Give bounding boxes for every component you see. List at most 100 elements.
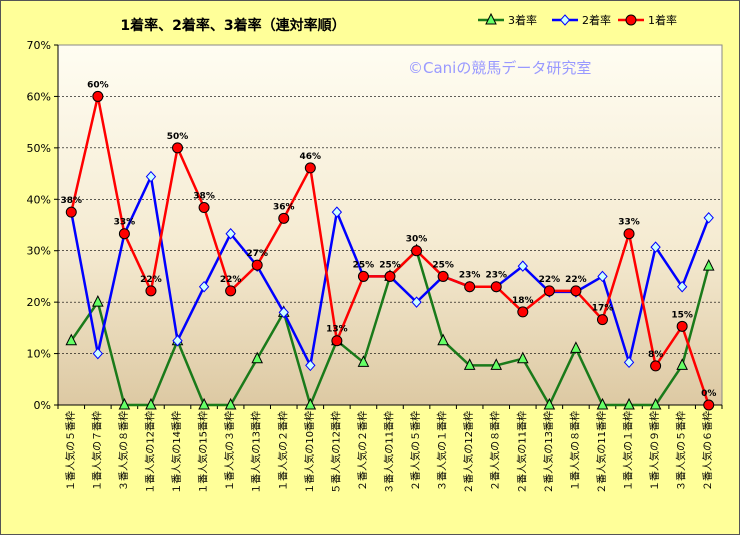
y-axis: 0% 10% 20% 30% 40% 50% 60% 70% [27, 39, 59, 412]
x-tick-label: １番人気の３番枠 [223, 411, 236, 491]
x-tick-label: １番人気の５番枠 [64, 411, 77, 491]
x-tick-label: １番人気の８番枠 [568, 411, 581, 491]
data-point [65, 333, 78, 346]
x-tick-label: １番人気の13番枠 [250, 411, 263, 494]
data-label: 22% [565, 275, 587, 285]
data-point [517, 306, 529, 318]
data-point [331, 206, 343, 218]
x-tick-label: ５番人気の12番枠 [329, 411, 342, 494]
data-point [145, 397, 157, 410]
y-tick-label: 10% [27, 348, 51, 361]
data-label: 22% [140, 275, 162, 285]
x-tick-label: １番人気の10番枠 [303, 411, 316, 494]
data-point [559, 14, 571, 26]
data-point [305, 359, 316, 372]
data-point [485, 12, 497, 25]
x-tick-label: １番人気の７番枠 [90, 411, 103, 491]
x-tick-label: ２番人気の13番枠 [542, 411, 555, 494]
data-point [92, 295, 104, 307]
data-label: 25% [379, 260, 401, 270]
data-label: 30% [406, 235, 428, 245]
data-point [198, 397, 210, 410]
data-point [331, 335, 343, 347]
y-tick-label: 40% [27, 193, 51, 206]
data-point [411, 296, 422, 308]
data-point [172, 142, 184, 154]
data-label: 36% [273, 202, 295, 212]
data-point [517, 260, 528, 272]
data-point [118, 397, 131, 410]
data-point [225, 285, 237, 297]
data-point [251, 259, 263, 271]
y-tick-label: 50% [27, 142, 51, 155]
legend: 3着率 2着率 1着率 [478, 12, 677, 27]
data-label: 25% [353, 260, 375, 270]
data-point [225, 227, 236, 240]
data-point [676, 280, 688, 293]
data-point [623, 397, 635, 410]
data-point [304, 162, 316, 174]
x-tick-label: ２番人気の６番枠 [701, 411, 714, 491]
series-circle [65, 90, 715, 411]
x-tick-label: ３番人気の１番枠 [436, 411, 449, 491]
data-label: 22% [539, 275, 561, 285]
data-point [198, 280, 210, 293]
data-label: 38% [61, 196, 83, 206]
data-point [596, 314, 608, 326]
data-point [543, 397, 556, 410]
x-tick-label: ２番人気の11番枠 [515, 411, 528, 494]
data-point [649, 397, 662, 410]
legend-label: 1着率 [648, 13, 677, 27]
data-point [703, 399, 715, 411]
data-point [543, 285, 555, 297]
x-tick-label: １番人気の２番枠 [276, 411, 289, 491]
y-tick-label: 60% [27, 90, 51, 103]
x-tick-label: １番人気の14番枠 [170, 411, 183, 494]
data-label: 0% [701, 389, 716, 399]
x-tick-label: ３番人気の８番枠 [117, 411, 130, 491]
data-point [384, 270, 396, 282]
data-point [411, 245, 423, 257]
data-point [92, 90, 104, 102]
data-label: 23% [459, 271, 481, 281]
data-point [570, 341, 582, 353]
data-point [490, 358, 503, 370]
data-point [650, 360, 662, 372]
data-point [702, 259, 715, 271]
data-point [490, 281, 502, 293]
data-point [278, 212, 290, 224]
data-point [516, 351, 529, 364]
x-tick-label: ２番人気の５番枠 [409, 411, 422, 491]
data-point [597, 270, 608, 283]
data-point [92, 347, 104, 360]
data-point [198, 202, 210, 214]
data-point [145, 170, 157, 183]
data-point [676, 358, 688, 370]
x-tick-label: １番人気の12番枠 [143, 411, 156, 494]
x-tick-label: ２番人気の12番枠 [462, 411, 475, 494]
plot-area [57, 44, 723, 406]
data-label: 25% [432, 260, 454, 270]
data-point [463, 358, 476, 370]
data-label: 27% [246, 249, 268, 259]
data-label: 17% [592, 304, 614, 314]
data-point [437, 333, 449, 346]
data-point [278, 306, 289, 319]
data-label: 38% [193, 192, 215, 202]
data-label: 60% [87, 80, 109, 90]
y-tick-label: 20% [27, 296, 51, 309]
data-point [357, 270, 369, 282]
data-labels: 38% 60% 33% 22% 50% 38% 22% 27% 36% 46% 13% 25% 25% 3… [61, 80, 717, 399]
data-point [224, 397, 237, 410]
data-point [570, 285, 582, 297]
data-point [623, 356, 635, 369]
legend-label: 2着率 [582, 13, 611, 27]
y-tick-label: 0% [34, 399, 51, 412]
data-point [172, 334, 183, 347]
data-point [676, 320, 688, 332]
data-label: 50% [167, 132, 189, 142]
x-tick-label: ２番人気の８番枠 [489, 411, 502, 491]
data-point [650, 241, 661, 253]
data-label: 18% [512, 296, 534, 306]
